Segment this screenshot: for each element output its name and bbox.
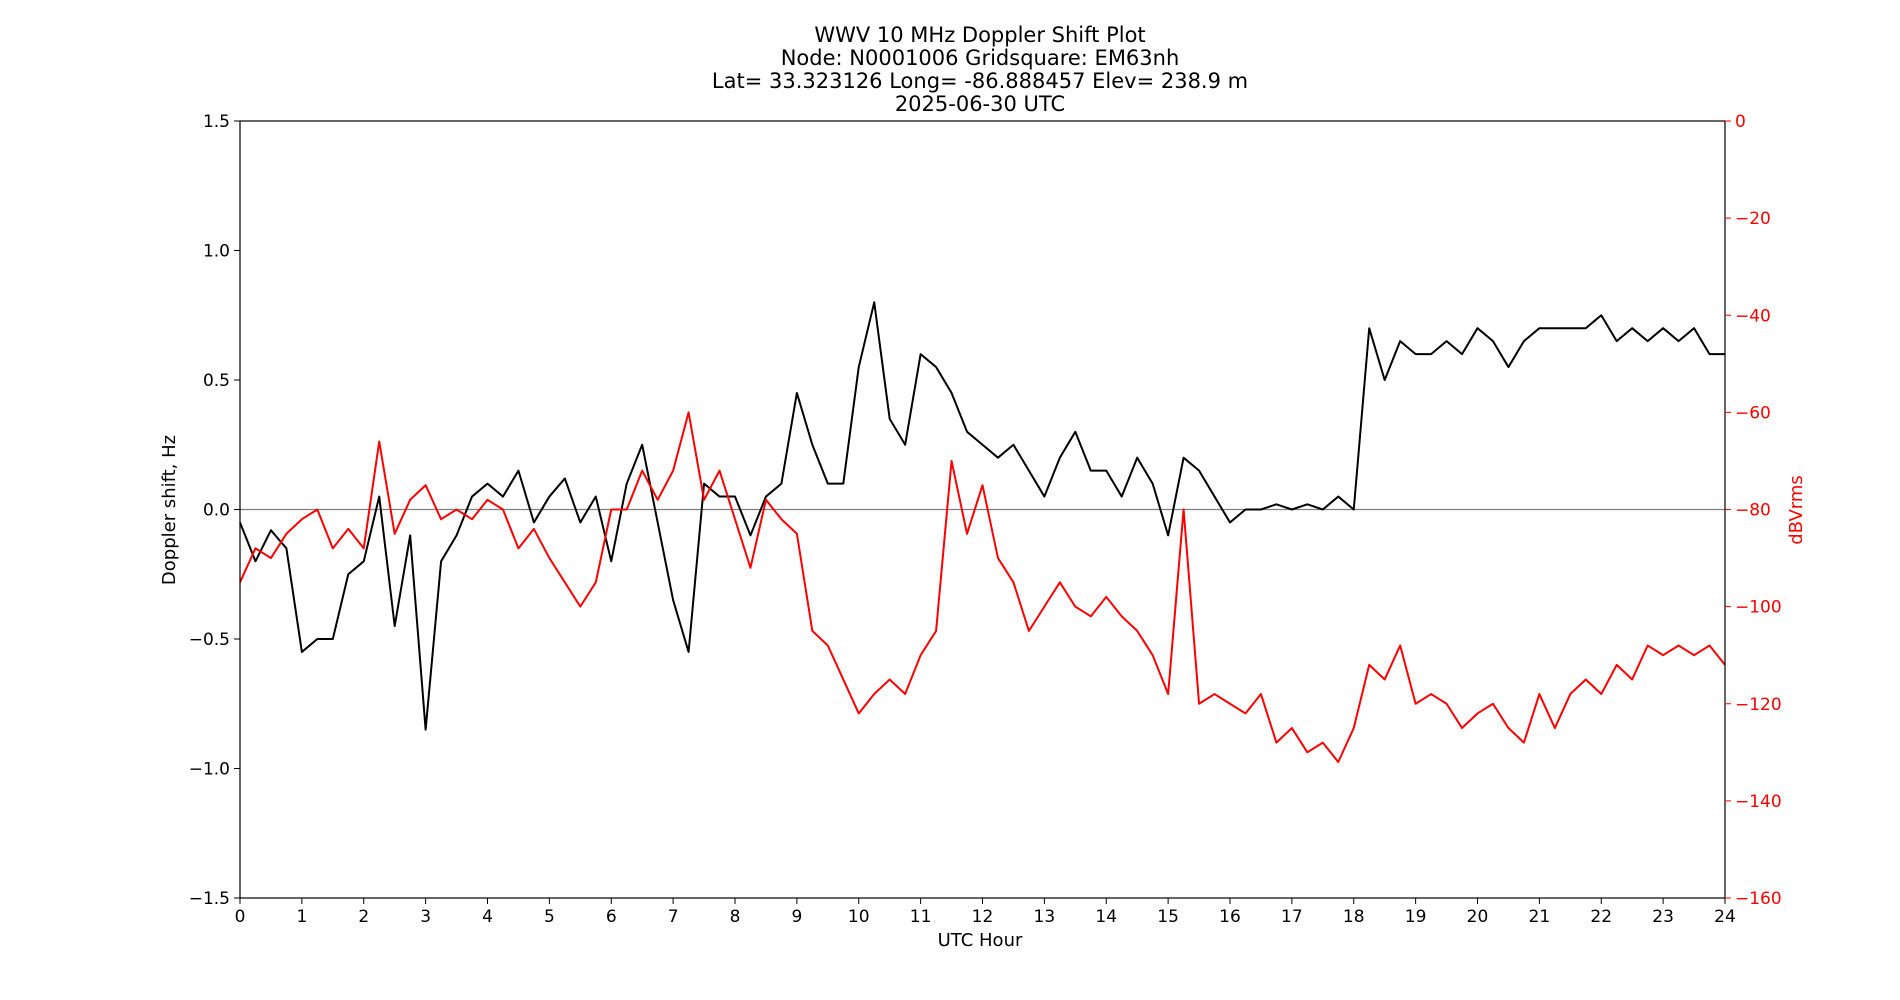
y-left-tick-label: 1.5	[203, 112, 230, 132]
x-tick-label: 9	[791, 907, 802, 927]
y-axis-right-label: dBVrms	[1786, 475, 1807, 545]
x-axis-label: UTC Hour	[938, 930, 1023, 951]
x-tick-label: 12	[972, 907, 994, 927]
title-line-4: 2025-06-30 UTC	[895, 92, 1065, 116]
y-left-tick-label: −0.5	[189, 630, 230, 650]
x-tick-label: 0	[235, 907, 246, 927]
y-right-tick-label: −80	[1735, 501, 1771, 521]
x-tick-label: 15	[1157, 907, 1179, 927]
x-tick-label: 3	[420, 907, 431, 927]
y-right-tick-label: −120	[1735, 695, 1782, 715]
y-right-tick-label: −60	[1735, 403, 1771, 423]
x-tick-label: 13	[1034, 907, 1056, 927]
y-right-tick-label: −100	[1735, 598, 1782, 618]
x-tick-label: 11	[910, 907, 932, 927]
x-tick-label: 4	[482, 907, 493, 927]
y-left-tick-label: −1.5	[189, 889, 230, 909]
chart-title: WWV 10 MHz Doppler Shift Plot Node: N000…	[712, 23, 1248, 116]
y-axis-left-label: Doppler shift, Hz	[159, 435, 180, 585]
y-left-tick-label: 1.0	[203, 242, 230, 262]
x-tick-label: 23	[1652, 907, 1674, 927]
x-tick-label: 18	[1343, 907, 1365, 927]
x-tick-label: 20	[1467, 907, 1489, 927]
x-tick-label: 5	[544, 907, 555, 927]
y-right-tick-label: −140	[1735, 792, 1782, 812]
x-tick-label: 6	[606, 907, 617, 927]
x-tick-label: 21	[1529, 907, 1551, 927]
x-tick-label: 10	[848, 907, 870, 927]
y-right-tick-label: −40	[1735, 306, 1771, 326]
x-tick-label: 14	[1095, 907, 1117, 927]
x-tick-label: 19	[1405, 907, 1427, 927]
y-right-tick-label: −20	[1735, 209, 1771, 229]
y-left-tick-label: 0.0	[203, 501, 230, 521]
x-tick-label: 16	[1219, 907, 1241, 927]
title-line-1: WWV 10 MHz Doppler Shift Plot	[814, 23, 1145, 47]
y-left-tick-label: 0.5	[203, 371, 230, 391]
power-series-line	[239, 411, 1726, 764]
x-tick-label: 22	[1590, 907, 1612, 927]
y-left-tick-label: −1.0	[189, 760, 230, 780]
x-tick-label: 24	[1714, 907, 1736, 927]
x-tick-label: 8	[730, 907, 741, 927]
x-tick-label: 2	[358, 907, 369, 927]
x-tick-label: 7	[668, 907, 679, 927]
doppler-series-line	[239, 301, 1725, 731]
x-tick-label: 17	[1281, 907, 1303, 927]
x-tick-label: 1	[296, 907, 307, 927]
plot-area: 0 1 2 3 4 5 6 7 8 9 10 11 12 13 14 15 16 17 18 19 20 21 22 23 24…	[189, 112, 1782, 927]
y-right-tick-label: −160	[1735, 889, 1782, 909]
y-right-tick-label: 0	[1735, 112, 1746, 132]
title-line-3: Lat= 33.323126 Long= -86.888457 Elev= 23…	[712, 69, 1248, 93]
title-line-2: Node: N0001006 Gridsquare: EM63nh	[781, 46, 1180, 70]
